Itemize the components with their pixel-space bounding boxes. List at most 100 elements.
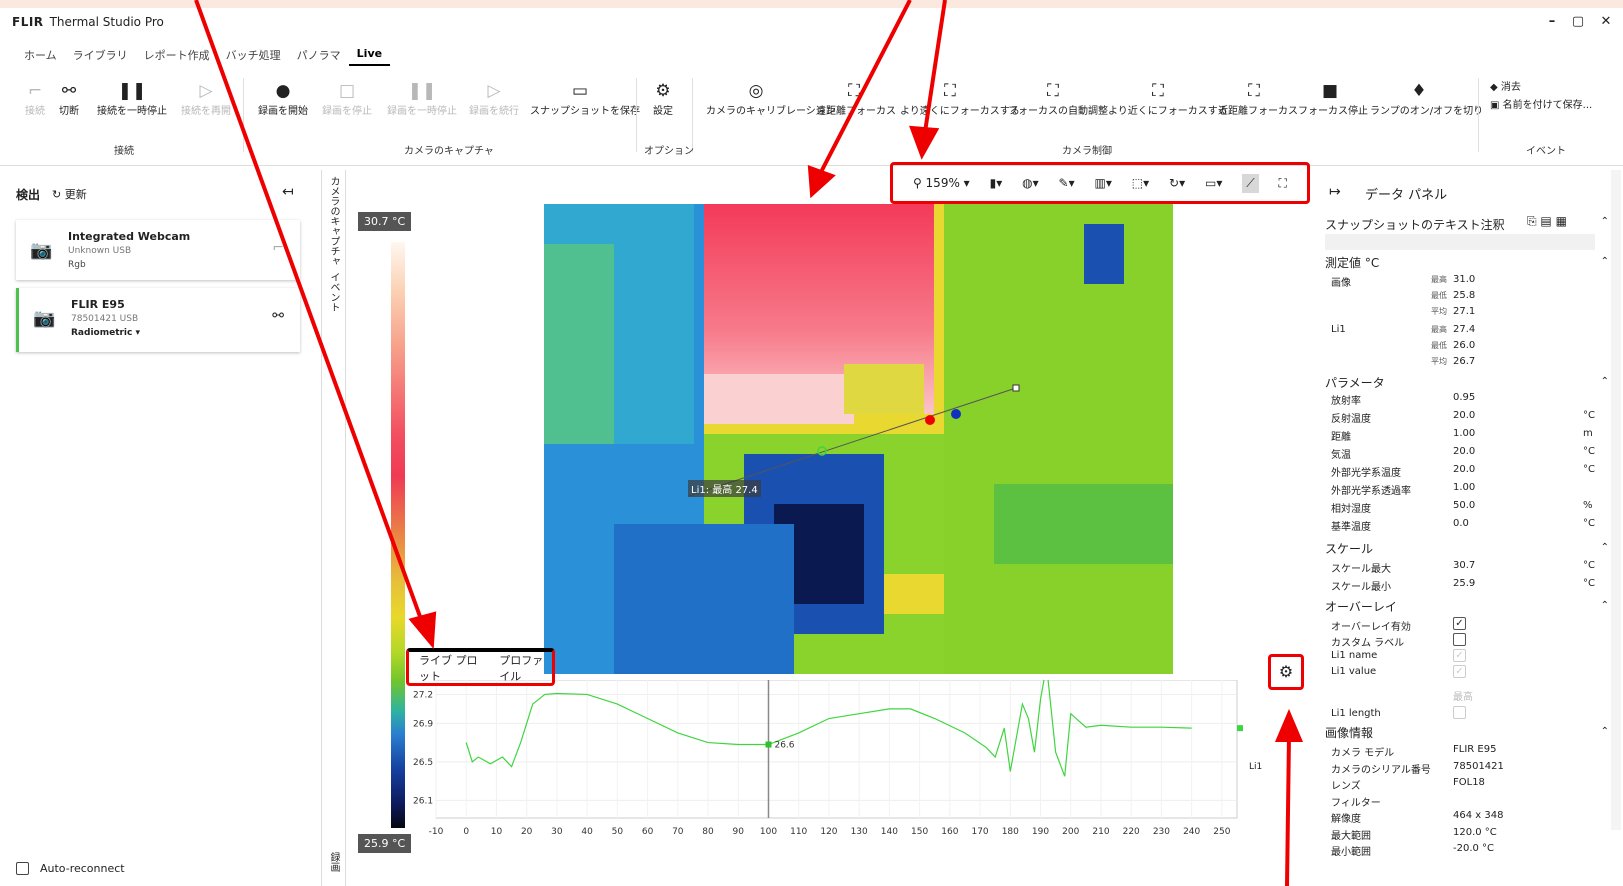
palette-scale-icon[interactable]: ▮▾ (989, 176, 1003, 190)
draw-tool-icon[interactable]: ✎▾ (1058, 176, 1075, 190)
stop-recording-button[interactable]: □ 録画を停止 (318, 80, 376, 120)
vtab-capture[interactable]: カメラのキャプチャ (328, 176, 339, 266)
focus-near-button[interactable]: ⛶ 近距離フォーカス (1218, 81, 1298, 117)
param-label: 気温 (1331, 450, 1351, 461)
tab-batch[interactable]: バッチ処理 (225, 49, 281, 62)
device-card-flir[interactable]: 📷 FLIR E95 78501421 USB Radiometric ▾ ⚯ (16, 288, 300, 352)
disconnect-button[interactable]: ⚯ 切断 (54, 80, 84, 120)
device-card-webcam[interactable]: 📷 Integrated Webcam Unknown USB Rgb ⌐ (16, 220, 300, 280)
collapse-right-icon[interactable]: ↦ (1329, 184, 1341, 200)
chart-tool-icon[interactable]: ▥▾ (1094, 176, 1112, 190)
start-recording-button[interactable]: ● 録画を開始 (254, 80, 312, 120)
tab-live-plot[interactable]: ライブ プロット (419, 653, 478, 683)
lamp-toggle-button[interactable]: ♦ ランプのオン/オフを切り (1370, 81, 1484, 117)
focus-far-button[interactable]: ⛶ 遠距離フォーカス (816, 81, 896, 117)
panel-scrollbar[interactable] (1611, 170, 1621, 830)
overlay-checkbox[interactable] (1453, 633, 1466, 646)
collapse-left-icon[interactable]: ↤ (282, 184, 294, 200)
app-title: Thermal Studio Pro (49, 15, 164, 29)
data-panel-title: データ パネル (1365, 188, 1448, 203)
minimize-button[interactable]: – (1548, 14, 1556, 29)
vtab-event[interactable]: イベント (328, 272, 339, 312)
chevron-up-icon[interactable]: ⌃ (1600, 542, 1609, 553)
param-value[interactable]: 20.0 (1453, 410, 1476, 421)
resume-connection-button[interactable]: ▷ 接続を再開 (176, 80, 236, 120)
vtab-record[interactable]: 録画 (328, 852, 339, 872)
annotation-icon[interactable]: ▭▾ (1204, 176, 1223, 190)
thermal-image[interactable]: Li1: 最高 27.4 (544, 204, 1173, 674)
param-value[interactable]: 0.95 (1453, 392, 1476, 403)
calibrate-button[interactable]: ◎ カメラのキャリブレーション (706, 81, 836, 117)
focus-stop-button[interactable]: ■ フォーカス停止 (1298, 81, 1368, 117)
chevron-up-icon[interactable]: ⌃ (1600, 600, 1609, 611)
connect-device-icon[interactable]: ⌐ (272, 240, 284, 256)
thermal-image-canvas (544, 204, 1173, 674)
tab-panorama[interactable]: パノラマ (296, 49, 341, 62)
param-value[interactable]: 0.0 (1453, 518, 1469, 529)
tab-home[interactable]: ホーム (24, 49, 57, 62)
erase-button[interactable]: ◆ 消去 (1490, 82, 1521, 93)
rotate-icon[interactable]: ↻▾ (1169, 176, 1186, 190)
param-value[interactable]: 1.00 (1453, 428, 1476, 439)
tab-live[interactable]: Live (348, 44, 391, 66)
zoom-control[interactable]: ⚲ 159% ▾ (912, 176, 970, 190)
plot-area: ライブ プロット プロファイル ⚙ 27.2 26.9 26.5 26.1 -10 0 10… (406, 648, 1304, 886)
save-as-button[interactable]: ▣ 名前を付けて保存... (1490, 100, 1593, 111)
fullscreen-icon[interactable]: ⛶ (1278, 175, 1287, 190)
autofocus-button[interactable]: ⛶ フォーカスの自動調整 (1008, 81, 1108, 117)
focus-stop-icon: ■ (1321, 81, 1339, 101)
settings-button[interactable]: ⚙ 設定 (646, 80, 680, 120)
palette-icon[interactable]: ◍▾ (1022, 176, 1039, 190)
device-type-dropdown[interactable]: Radiometric ▾ (71, 328, 141, 338)
overlay-value-select[interactable]: 最高 (1453, 692, 1473, 703)
title-bar: FLIR Thermal Studio Pro – ▢ ✕ (0, 8, 1623, 36)
close-button[interactable]: ✕ (1600, 14, 1612, 29)
annotation-arrow (923, 0, 947, 133)
param-value[interactable]: 1.00 (1453, 482, 1476, 493)
tab-profile[interactable]: プロファイル (499, 653, 544, 683)
param-unit: % (1583, 500, 1593, 511)
scale-value[interactable]: 25.9 (1453, 578, 1476, 589)
x-tick-label: 120 (820, 827, 837, 837)
x-tick-label: 240 (1183, 827, 1200, 837)
plot-toggle-icon[interactable]: ⟋ (1242, 173, 1259, 193)
param-value[interactable]: 50.0 (1453, 500, 1476, 511)
overlay-checkbox[interactable]: ✓ (1453, 649, 1466, 662)
annotation-arrow (1285, 735, 1291, 886)
copy-icon[interactable]: ⎘ ▤ ▦ (1527, 214, 1567, 228)
scale-min-label[interactable]: 25.9 °C (358, 834, 412, 853)
connect-button[interactable]: ⌐ 接続 (20, 80, 50, 120)
crop-icon[interactable]: ⬚▾ (1131, 176, 1150, 190)
param-value[interactable]: 20.0 (1453, 464, 1476, 475)
param-value[interactable]: 20.0 (1453, 446, 1476, 457)
save-snapshot-button[interactable]: ▭ スナップショットを保存 (530, 81, 640, 117)
disconnect-device-icon[interactable]: ⚯ (272, 308, 284, 324)
chevron-up-icon[interactable]: ⌃ (1600, 376, 1609, 387)
overlay-checkbox[interactable]: ✓ (1453, 617, 1466, 630)
tab-library[interactable]: ライブラリ (72, 49, 128, 62)
tab-report[interactable]: レポート作成 (143, 49, 210, 62)
chevron-up-icon[interactable]: ⌃ (1600, 726, 1609, 737)
focus-nearer-button[interactable]: ⛶ より近くにフォーカスする (1108, 81, 1228, 117)
auto-reconnect-checkbox[interactable] (16, 862, 29, 875)
snapshot-icon: ▭ (571, 81, 589, 101)
color-scale-bar[interactable] (391, 242, 405, 828)
plot-frame (435, 679, 1238, 819)
group-label-options: オプション (644, 146, 694, 157)
resume-recording-button[interactable]: ▷ 録画を続行 (469, 81, 519, 117)
pause-recording-button[interactable]: ❚❚ 録画を一時停止 (384, 80, 460, 120)
maximize-button[interactable]: ▢ (1571, 14, 1585, 29)
scale-max-label[interactable]: 30.7 °C (358, 212, 412, 231)
x-tick-label: 230 (1153, 827, 1170, 837)
refresh-button[interactable]: ↻ 更新 (52, 188, 87, 201)
pause-connection-button[interactable]: ❚❚ 接続を一時停止 (92, 80, 172, 120)
plot-settings-button[interactable]: ⚙ (1268, 654, 1304, 690)
chevron-up-icon[interactable]: ⌃ (1600, 216, 1609, 227)
chevron-up-icon[interactable]: ⌃ (1600, 256, 1609, 267)
y-tick-label: 26.5 (413, 758, 433, 768)
focus-farther-button[interactable]: ⛶ より遠くにフォーカスする (900, 81, 1020, 117)
overlay-checkbox[interactable]: ✓ (1453, 665, 1466, 678)
x-tick-label: 20 (521, 827, 533, 837)
overlay-length-checkbox[interactable] (1453, 706, 1466, 719)
scale-value[interactable]: 30.7 (1453, 560, 1476, 571)
